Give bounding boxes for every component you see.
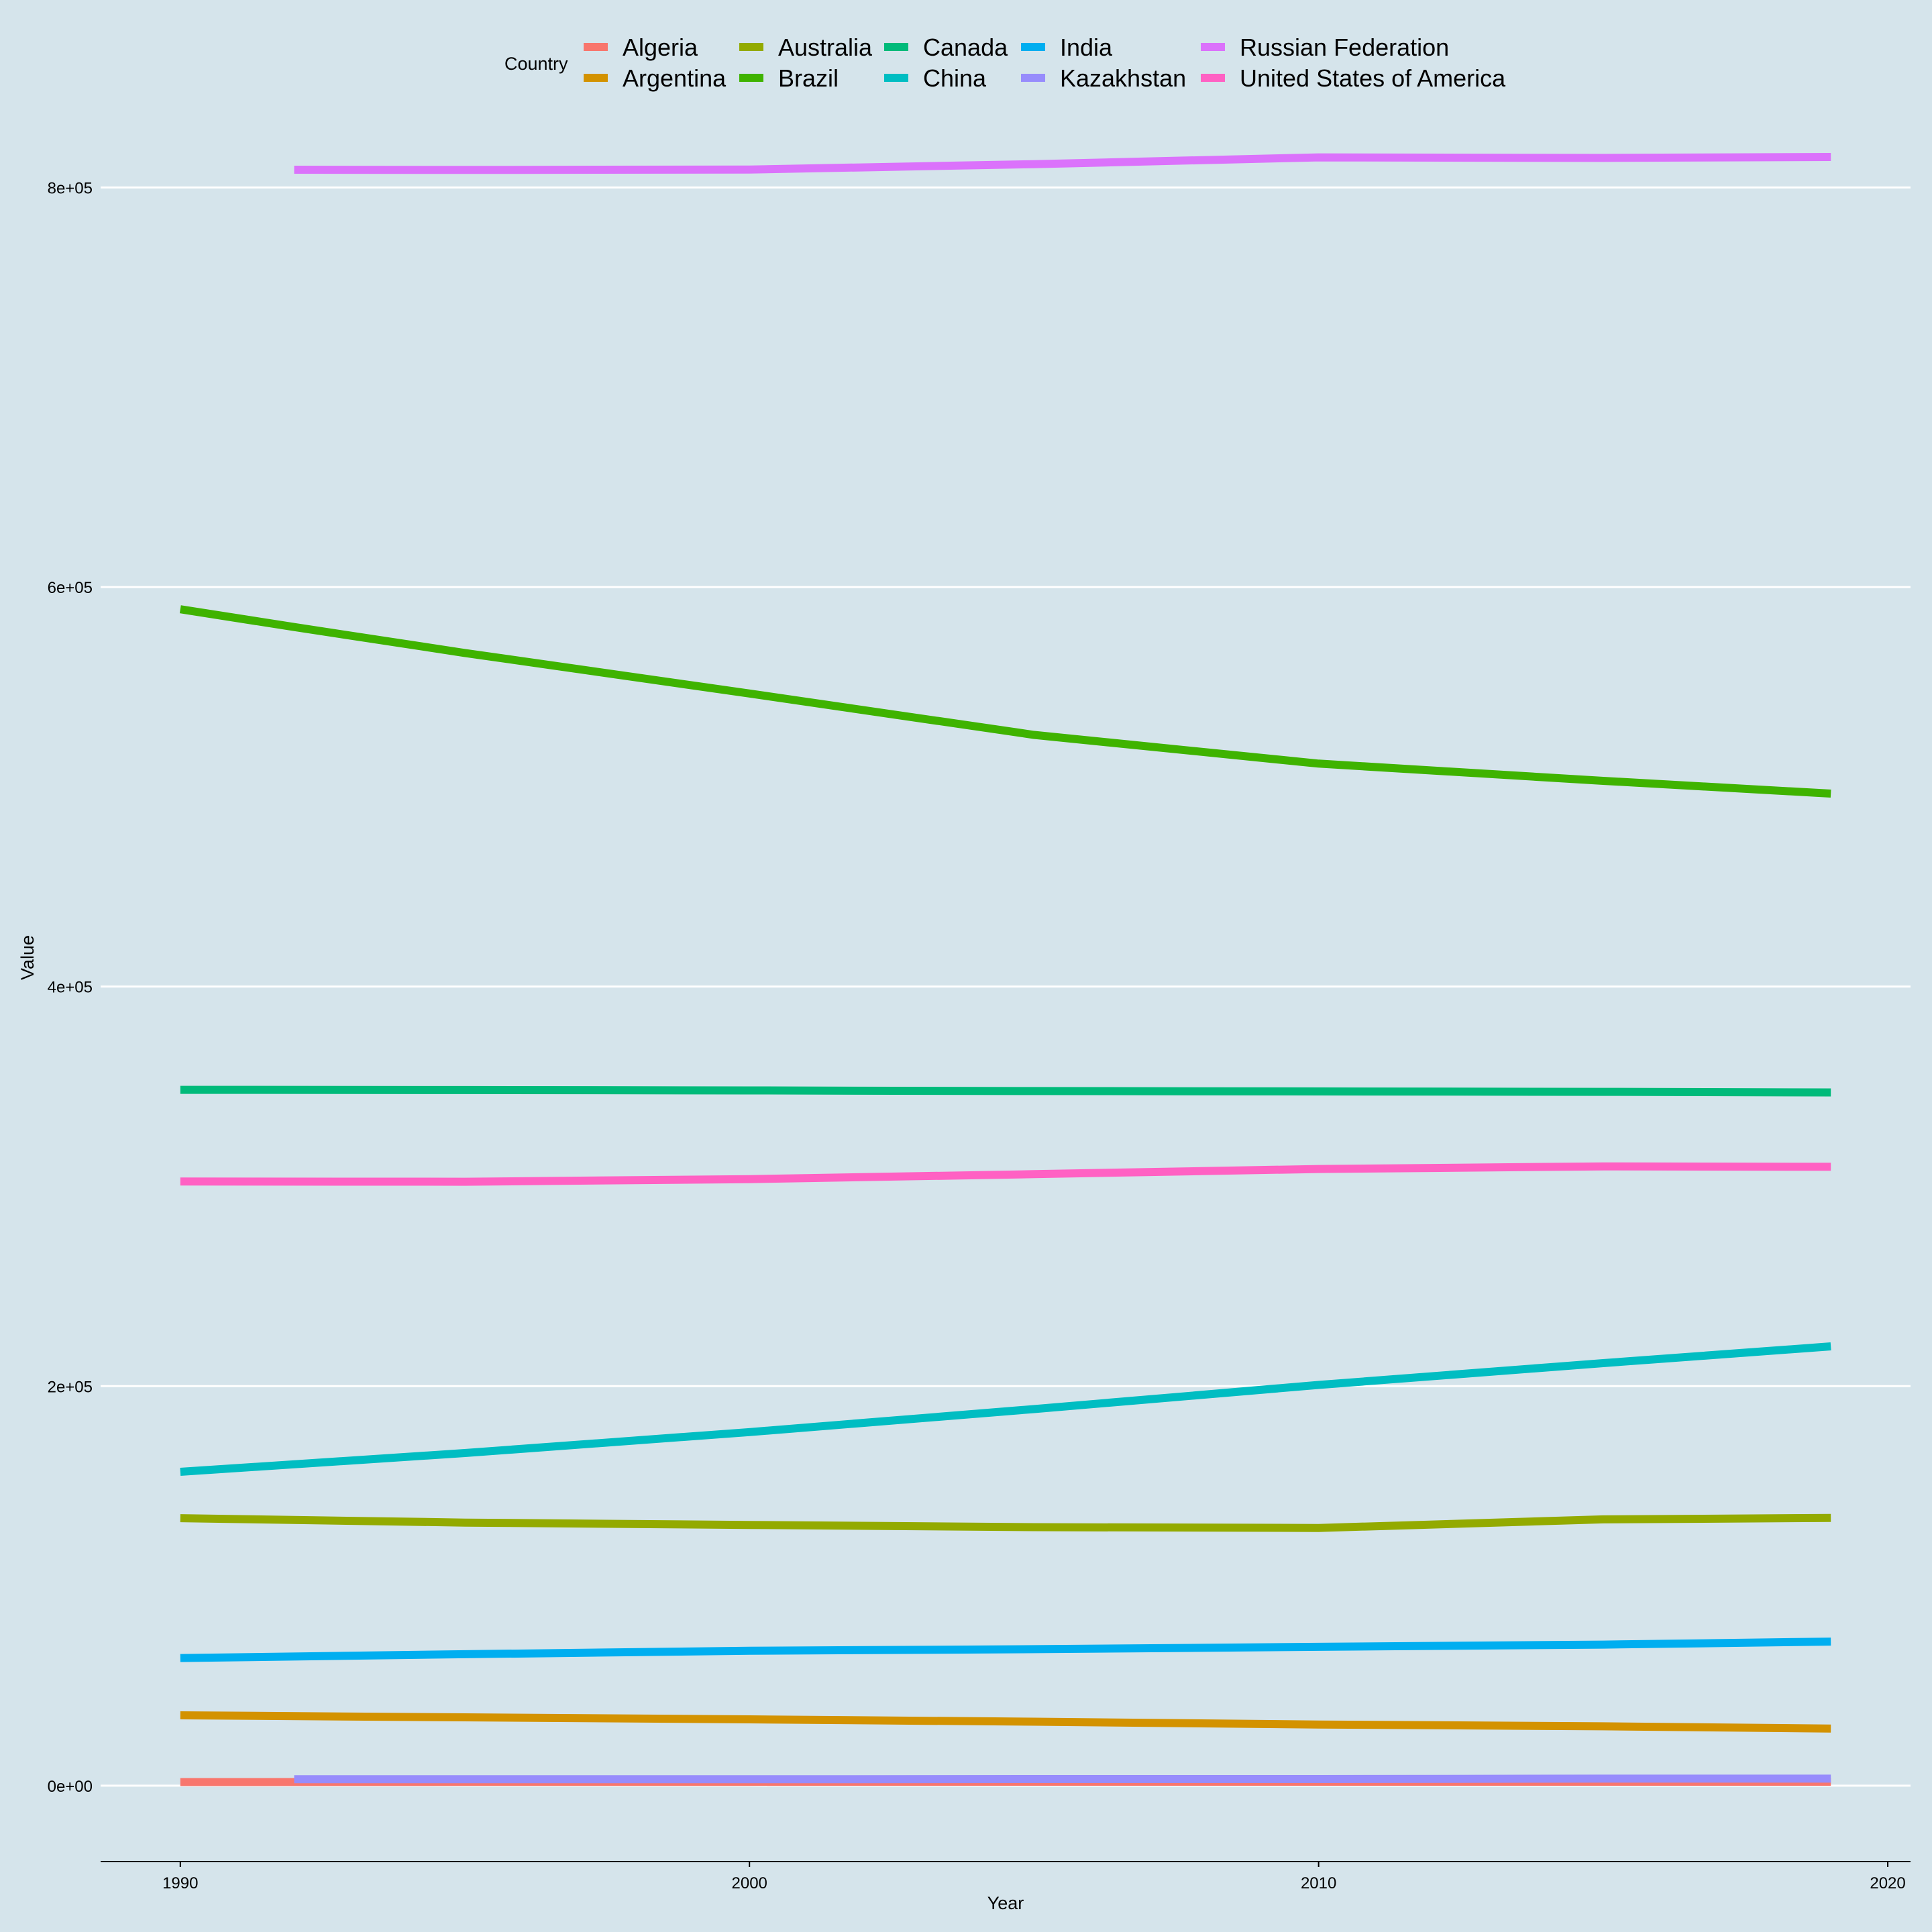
series-line-united-states-of-america (180, 1162, 1831, 1186)
x-tick-label: 2020 (1870, 1874, 1905, 1892)
series-line-brazil (179, 605, 1831, 798)
series-line-china (180, 1342, 1831, 1476)
series-lines (179, 153, 1831, 1786)
x-tick-label: 2000 (732, 1874, 767, 1892)
x-axis-title: Year (987, 1893, 1024, 1913)
series-line-russian-federation (294, 153, 1831, 174)
legend-label-russian-federation: Russian Federation (1240, 34, 1449, 61)
legend-label-united-states-of-america: United States of America (1240, 64, 1506, 92)
y-tick-label: 4e+05 (48, 979, 93, 997)
series-line-kazakhstan (294, 1774, 1831, 1784)
series-line-india (180, 1638, 1831, 1662)
series-line-canada (180, 1085, 1831, 1097)
legend-label-india: India (1060, 34, 1113, 61)
y-tick-label: 6e+05 (48, 579, 93, 597)
legend-label-china: China (923, 64, 987, 92)
legend-label-kazakhstan: Kazakhstan (1060, 64, 1186, 92)
x-tick-label: 2010 (1301, 1874, 1336, 1892)
series-line-argentina (180, 1711, 1831, 1733)
legend-label-algeria: Algeria (623, 34, 698, 61)
y-axis-title: Value (17, 935, 38, 980)
legend-label-argentina: Argentina (623, 64, 727, 92)
axes: 0e+00 2e+05 4e+05 6e+05 8e+05 1990 2000 2010 202… (48, 180, 1911, 1892)
legend-title: Country (504, 54, 568, 74)
x-tick-label: 1990 (162, 1874, 198, 1892)
series-line-australia (180, 1513, 1831, 1532)
y-tick-label: 0e+00 (48, 1778, 93, 1796)
legend-label-canada: Canada (923, 34, 1008, 61)
y-tick-label: 2e+05 (48, 1378, 93, 1396)
legend: Country Algeria Argentina Australia Brazil Ca… (504, 34, 1506, 92)
y-tick-label: 8e+05 (48, 180, 93, 198)
legend-label-brazil: Brazil (778, 64, 839, 92)
grid-lines (101, 186, 1911, 1787)
legend-label-australia: Australia (778, 34, 873, 61)
